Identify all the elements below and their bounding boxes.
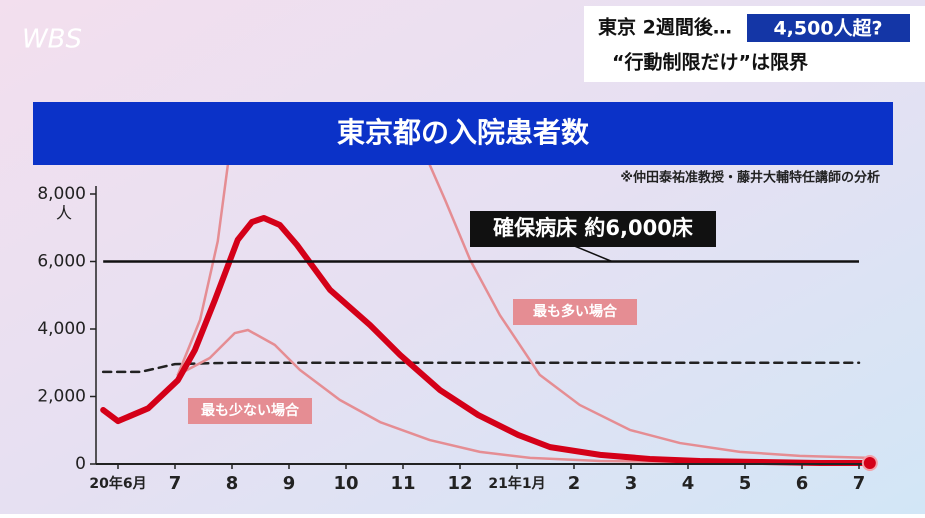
x-tick-label: 7 (853, 473, 866, 494)
legend-label: 最も多い場合 (533, 303, 618, 320)
series-line (101, 361, 861, 374)
series-line (176, 328, 872, 464)
x-tick-label: 12 (447, 473, 472, 494)
caption-highlight-box (747, 14, 910, 42)
series-label-box (513, 299, 637, 325)
series-line (100, 214, 873, 466)
caption-line: “行動制限だけ”は限界 (612, 51, 808, 74)
x-tick-label: 10 (333, 473, 358, 494)
x-tick-label: 20年6月 (89, 475, 146, 492)
logo: WBS (22, 25, 82, 55)
y-tick-label: 4,000 (37, 319, 86, 339)
caption-highlight: 4,500人超? (773, 17, 882, 40)
x-tick-label: 9 (283, 473, 296, 494)
x-tick-label: 4 (682, 473, 695, 494)
chart-title: 東京都の入院患者数 (337, 116, 590, 149)
x-tick-label: 7 (169, 473, 182, 494)
y-unit: 人 (56, 204, 72, 223)
x-tick-label: 5 (739, 473, 752, 494)
y-tick-label: 8,000 (37, 184, 86, 204)
source-note: ※仲田泰祐准教授・藤井大輔特任講師の分析 (620, 170, 880, 186)
legend-label: 最も少ない場合 (201, 402, 300, 419)
end-point (861, 454, 878, 471)
reference-label-box (470, 211, 716, 247)
title-banner (33, 102, 893, 165)
series-label-box (188, 398, 312, 424)
x-tick-label: 8 (226, 473, 239, 494)
series-line (176, 165, 872, 460)
x-tick-label: 6 (796, 473, 809, 494)
x-tick-label: 2 (568, 473, 581, 494)
reference-label: 確保病床 約6,000床 (493, 216, 693, 240)
x-tick-label: 11 (390, 473, 415, 494)
plot (100, 165, 873, 466)
x-tick-label: 3 (625, 473, 638, 494)
y-tick-label: 6,000 (37, 252, 86, 272)
x-tick-label: 21年1月 (488, 475, 545, 492)
y-tick-label: 0 (75, 454, 86, 474)
y-tick-label: 2,000 (37, 387, 86, 407)
caption-line: 東京 2週間後… (598, 16, 732, 39)
